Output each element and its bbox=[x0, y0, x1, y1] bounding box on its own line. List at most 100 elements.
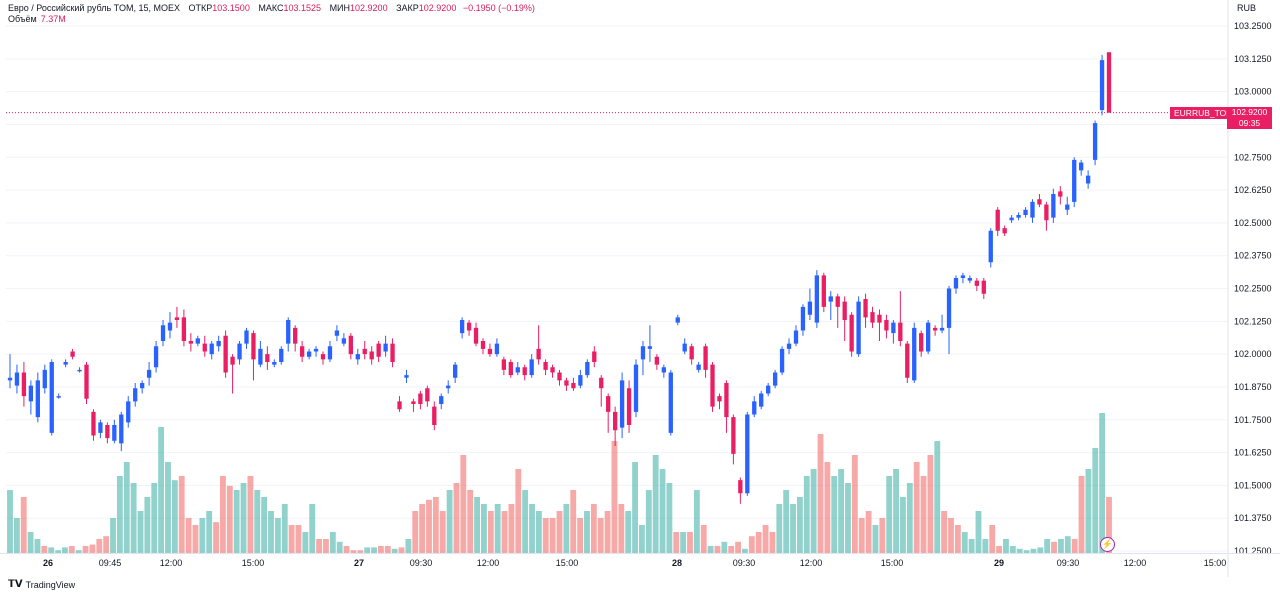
price-tick-label: 102.2500 bbox=[1234, 284, 1272, 294]
volume-bar bbox=[281, 504, 288, 553]
volume-bar bbox=[405, 539, 412, 553]
candle-body bbox=[251, 333, 256, 360]
candle-body bbox=[466, 322, 472, 331]
volume-bar bbox=[529, 504, 535, 553]
candle-body bbox=[654, 356, 660, 365]
volume-bar bbox=[82, 546, 89, 553]
candle-body bbox=[439, 396, 444, 404]
volume-bar bbox=[144, 497, 151, 553]
candle bbox=[70, 348, 75, 360]
legend-close: 102.9200 bbox=[418, 3, 457, 13]
volume-bar bbox=[123, 462, 130, 553]
candle bbox=[800, 304, 806, 336]
candle-body bbox=[585, 362, 590, 376]
candle bbox=[459, 317, 465, 339]
tradingview-logo[interactable]: 𝗧𝗩 TradingView bbox=[8, 579, 75, 590]
candlesticks bbox=[7, 52, 1112, 504]
volume-bar bbox=[790, 504, 796, 553]
volume-bar bbox=[254, 490, 261, 553]
currency-label[interactable]: RUB bbox=[1237, 3, 1257, 13]
volume-bar bbox=[954, 525, 961, 553]
candle-body bbox=[835, 296, 840, 307]
volume-bar bbox=[810, 469, 817, 553]
candle bbox=[35, 372, 40, 423]
time-tick-label: 09:30 bbox=[1057, 558, 1080, 568]
candle bbox=[334, 325, 340, 341]
candle-body bbox=[772, 372, 778, 386]
volume-bar bbox=[357, 550, 364, 553]
candle-body bbox=[306, 351, 312, 357]
volume-bar bbox=[783, 490, 790, 553]
candle-body bbox=[286, 320, 291, 344]
candle-body bbox=[912, 327, 917, 381]
volume-bar bbox=[769, 532, 776, 553]
candle bbox=[1065, 196, 1070, 215]
candle bbox=[536, 325, 541, 365]
candle bbox=[939, 314, 945, 334]
candle-body bbox=[731, 417, 736, 454]
candle-body bbox=[341, 338, 347, 344]
volume-bar bbox=[948, 518, 954, 553]
candle-body bbox=[564, 380, 569, 386]
legend-high-label: МАКС bbox=[258, 3, 284, 13]
time-tick-label: 15:00 bbox=[242, 558, 265, 568]
candle-body bbox=[543, 362, 548, 370]
candle bbox=[56, 393, 61, 399]
candle bbox=[1072, 157, 1077, 208]
volume-bar bbox=[845, 483, 851, 553]
price-tick-label: 101.5000 bbox=[1234, 480, 1272, 490]
volume-bar bbox=[137, 511, 144, 553]
candle-body bbox=[376, 343, 381, 357]
volume-bar bbox=[377, 546, 384, 553]
price-tick-label: 101.8750 bbox=[1234, 382, 1272, 392]
lightning-icon[interactable]: ⚡ bbox=[1100, 537, 1115, 552]
legend-low-label: МИН bbox=[329, 3, 351, 13]
volume-bar bbox=[549, 518, 556, 553]
candle bbox=[779, 346, 785, 376]
volume-bar bbox=[213, 522, 219, 553]
candle-body bbox=[188, 341, 194, 344]
price-axis[interactable]: 103.2500103.1250103.0000102.8750102.7500… bbox=[1227, 0, 1272, 577]
volume-bar bbox=[618, 504, 625, 553]
volume-bar bbox=[501, 511, 508, 553]
volume-bar bbox=[776, 504, 783, 553]
candle-body bbox=[891, 322, 896, 334]
volume-bar bbox=[27, 532, 34, 553]
volume-bar bbox=[13, 518, 20, 553]
volume-bar bbox=[1044, 539, 1051, 553]
candle bbox=[515, 362, 520, 376]
volume-bar bbox=[961, 532, 968, 553]
volume-bar bbox=[398, 547, 405, 553]
candle bbox=[1058, 186, 1063, 205]
candle bbox=[362, 341, 367, 360]
candle bbox=[376, 341, 381, 362]
candle bbox=[105, 422, 110, 444]
candle-body bbox=[494, 343, 500, 355]
candle bbox=[870, 306, 875, 328]
candle bbox=[905, 341, 910, 383]
candle-body bbox=[1058, 191, 1063, 197]
candle-body bbox=[167, 322, 173, 331]
candle-body bbox=[981, 280, 986, 294]
candle bbox=[856, 296, 861, 357]
volume-bar bbox=[1016, 548, 1023, 553]
candle bbox=[237, 341, 242, 365]
candle-body bbox=[230, 356, 235, 365]
candle-body bbox=[919, 333, 924, 352]
candle-body bbox=[599, 377, 604, 389]
candle-body bbox=[877, 314, 882, 323]
candle bbox=[279, 346, 284, 365]
price-tick-label: 102.3750 bbox=[1234, 251, 1272, 261]
volume-bar bbox=[199, 518, 206, 553]
candle-body bbox=[1030, 201, 1035, 218]
candle bbox=[7, 354, 13, 389]
time-axis[interactable]: 26 09:45 12:00 15:00 27 09:30 12:00 15:00 28 09:3… bbox=[0, 553, 1280, 569]
volume-bar bbox=[975, 511, 982, 553]
volume-bar bbox=[693, 490, 700, 553]
candle bbox=[473, 322, 479, 347]
candle bbox=[487, 343, 493, 357]
candle-body bbox=[1092, 123, 1098, 160]
volume-bar bbox=[309, 504, 316, 553]
candle-body bbox=[626, 388, 632, 425]
